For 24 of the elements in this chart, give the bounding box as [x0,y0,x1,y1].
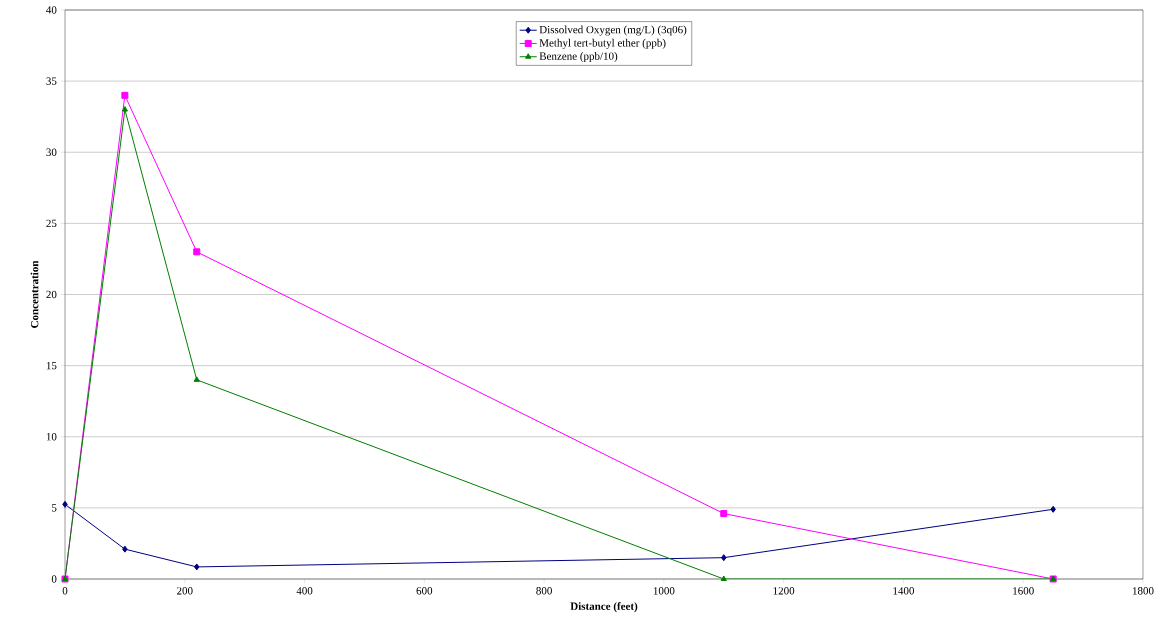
legend-label: Methyl tert-butyl ether (ppb) [539,38,666,49]
x-axis-title: Distance (feet) [570,602,638,613]
y-tick-label: 25 [46,219,57,228]
y-tick-label: 35 [46,77,57,85]
legend-label: Benzene (ppb/10) [539,52,618,63]
y-tick-label: 20 [46,290,57,299]
x-tick-label: 1200 [773,587,795,595]
x-tick-label: 1800 [1132,587,1154,595]
y-axis-title: Concentration [30,260,39,328]
legend-label: Dissolved Oxygen (mg/L) (3q06) [539,25,687,36]
x-tick-label: 200 [177,587,193,595]
x-tick-label: 600 [416,587,433,595]
x-tick-label: 1600 [1013,587,1034,595]
y-tick-label: 40 [46,6,57,14]
x-tick-label: 1400 [893,587,915,595]
x-tick-label: 800 [536,587,552,595]
y-tick-label: 5 [52,504,57,512]
y-tick-label: 15 [46,361,57,370]
y-tick-label: 30 [46,148,57,156]
y-tick-label: 10 [46,433,57,441]
x-tick-label: 400 [296,587,313,595]
x-tick-label: 1000 [653,587,675,595]
y-tick-label: 0 [51,575,57,583]
x-tick-label: 0 [62,587,68,595]
